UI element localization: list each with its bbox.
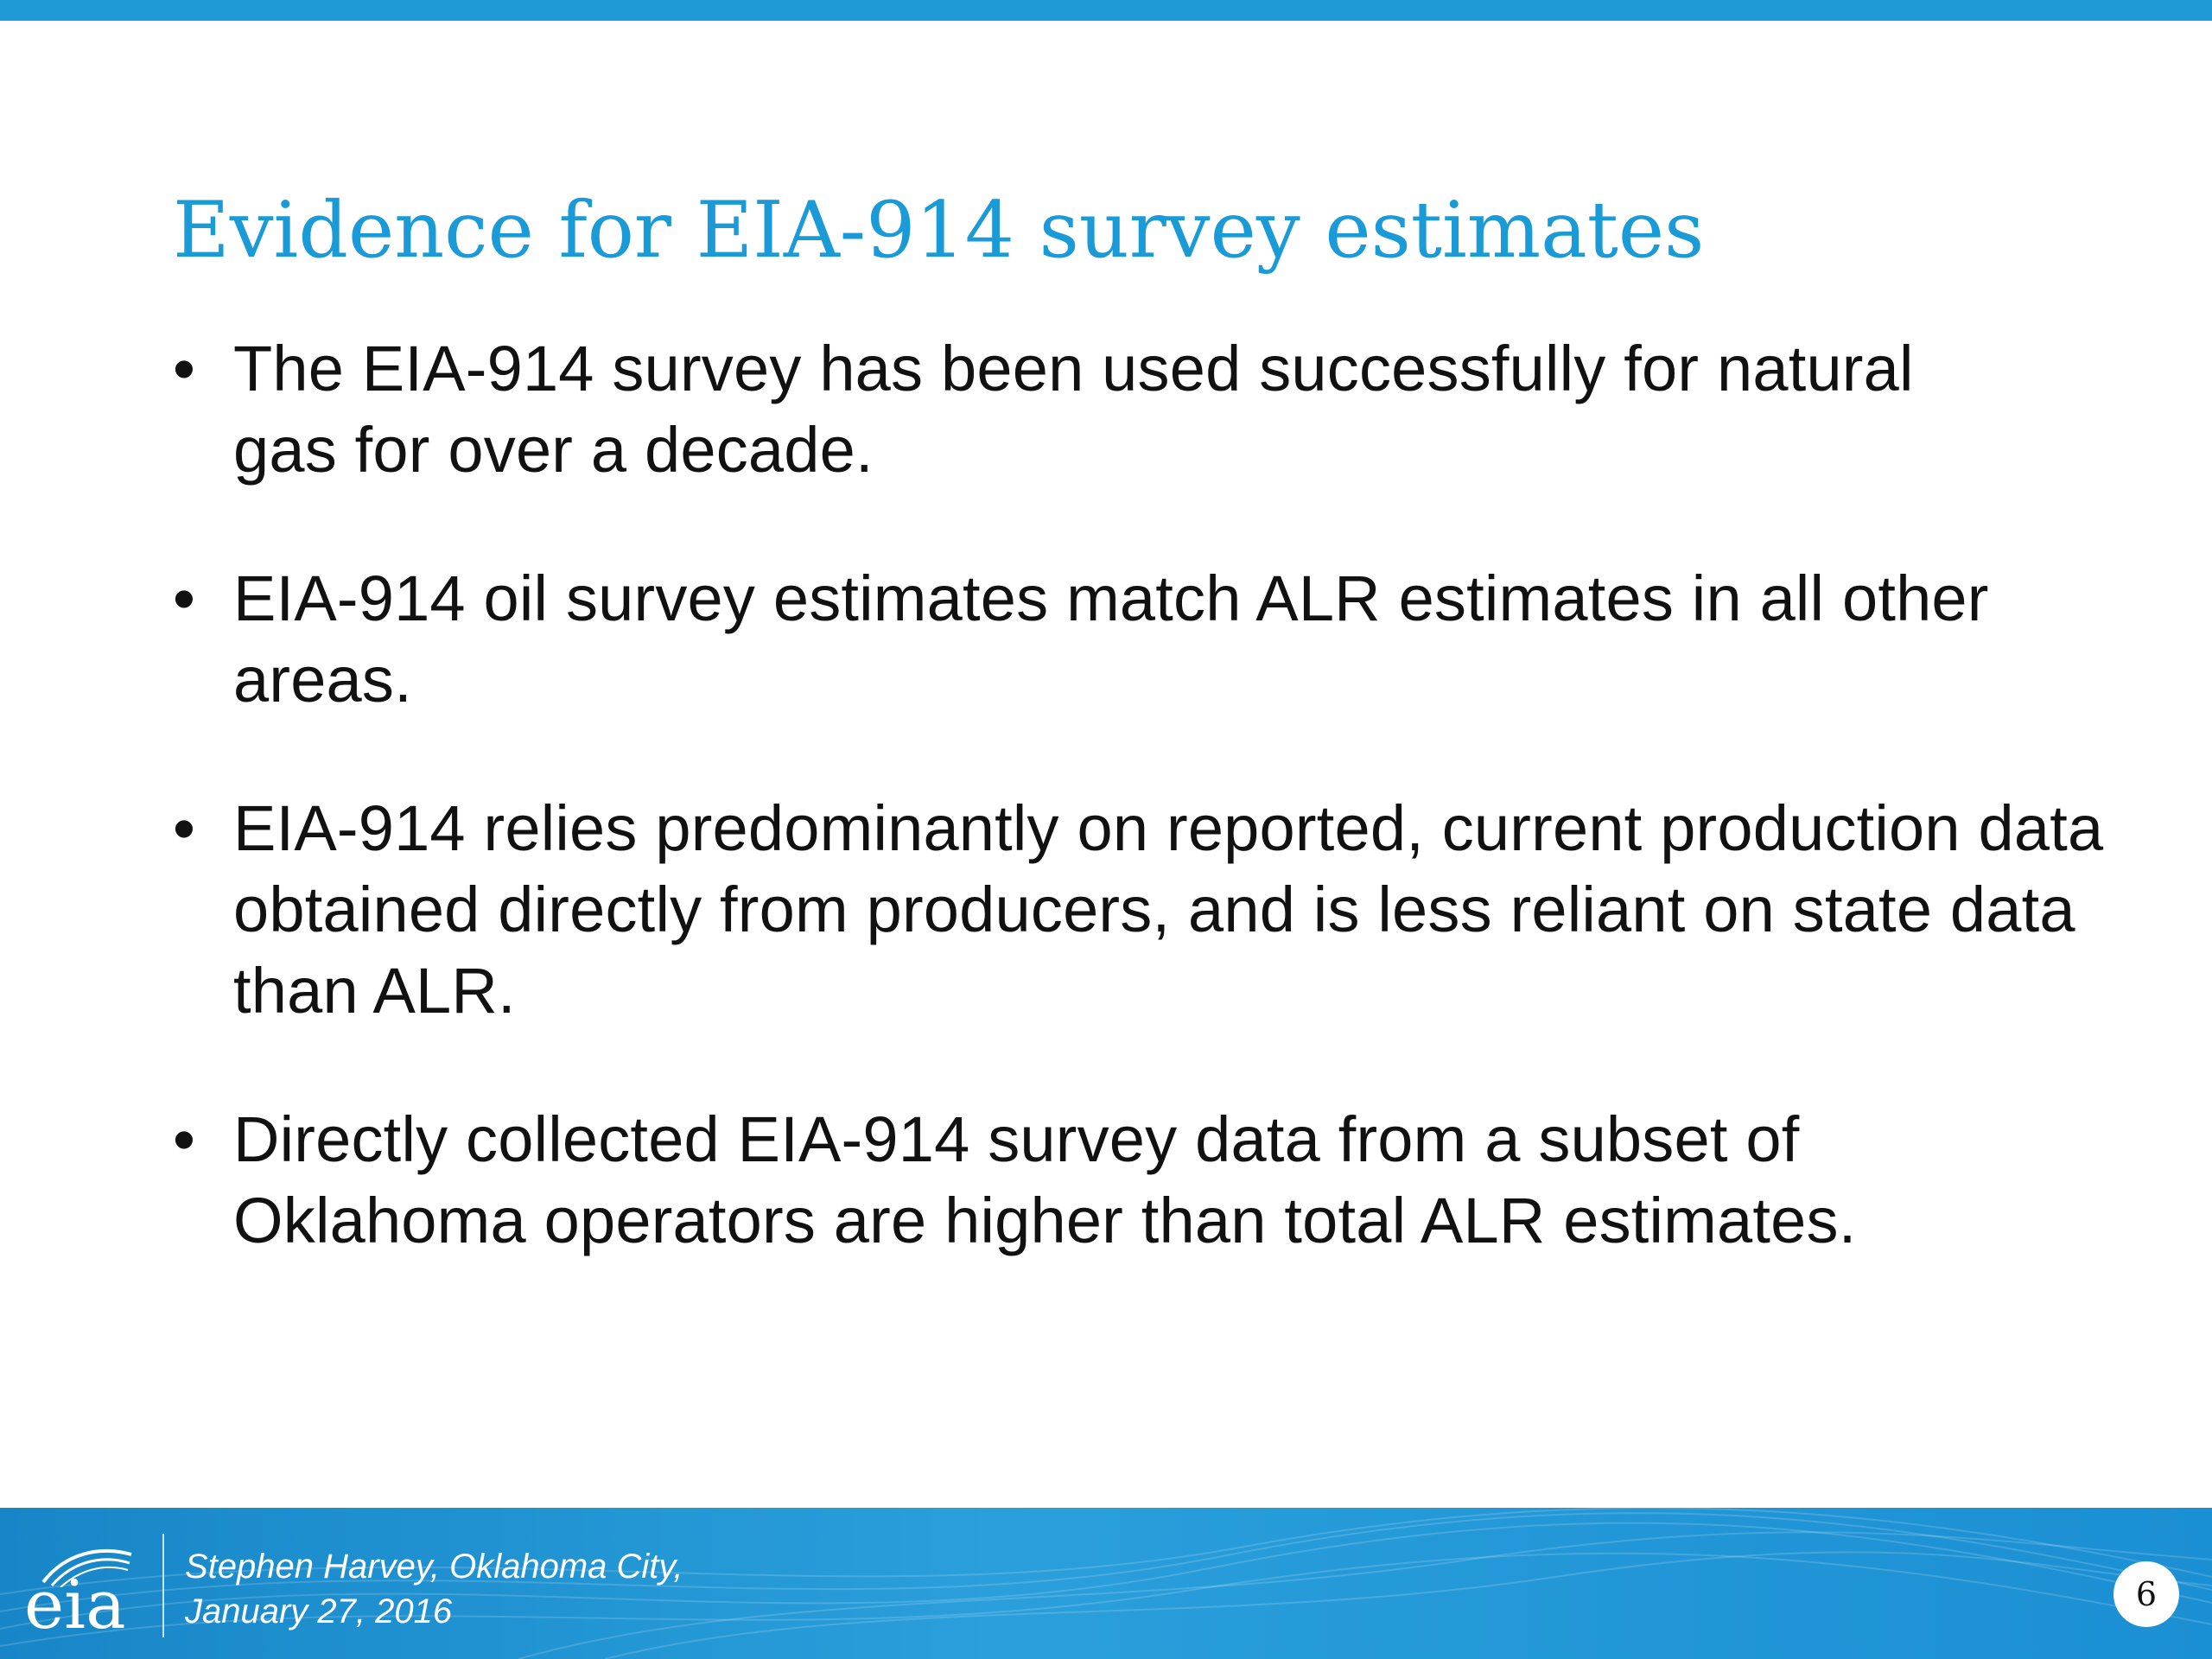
bullet-text: The EIA-914 survey has been used success… xyxy=(233,333,1914,486)
bullet-item: • The EIA-914 survey has been used succe… xyxy=(173,328,2005,491)
page-number-badge: 6 xyxy=(2113,1561,2179,1627)
logo-text: eia xyxy=(24,1567,126,1644)
footer-divider xyxy=(162,1534,164,1637)
logo-arc-icon xyxy=(41,1548,132,1587)
bullet-dot-icon: • xyxy=(173,792,195,864)
bullet-item: • EIA-914 oil survey estimates match ALR… xyxy=(173,558,2005,721)
footer-wave-decoration xyxy=(0,1508,2212,1659)
bullet-dot-icon: • xyxy=(173,333,195,404)
bullet-item: • EIA-914 relies predominantly on report… xyxy=(173,788,2108,1032)
bullet-text: Directly collected EIA-914 survey data f… xyxy=(233,1103,1857,1256)
bullet-dot-icon: • xyxy=(173,563,195,634)
footer-bar: eia Stephen Harvey, Oklahoma City, Janua… xyxy=(0,1508,2212,1659)
bullet-text: EIA-914 relies predominantly on reported… xyxy=(233,792,2104,1027)
bullet-item: • Directly collected EIA-914 survey data… xyxy=(173,1099,2005,1262)
top-accent-bar xyxy=(0,0,2212,21)
bullet-text: EIA-914 oil survey estimates match ALR e… xyxy=(233,563,1989,715)
credit-line-date: January 27, 2016 xyxy=(185,1592,453,1630)
bullet-dot-icon: • xyxy=(173,1103,195,1175)
slide-title: Evidence for EIA-914 survey estimates xyxy=(173,185,1705,276)
bullet-list: • The EIA-914 survey has been used succe… xyxy=(173,328,2126,1329)
presenter-credit: Stephen Harvey, Oklahoma City, January 2… xyxy=(185,1544,683,1634)
eia-logo: eia xyxy=(24,1544,154,1639)
credit-line-presenter: Stephen Harvey, Oklahoma City, xyxy=(185,1548,683,1586)
